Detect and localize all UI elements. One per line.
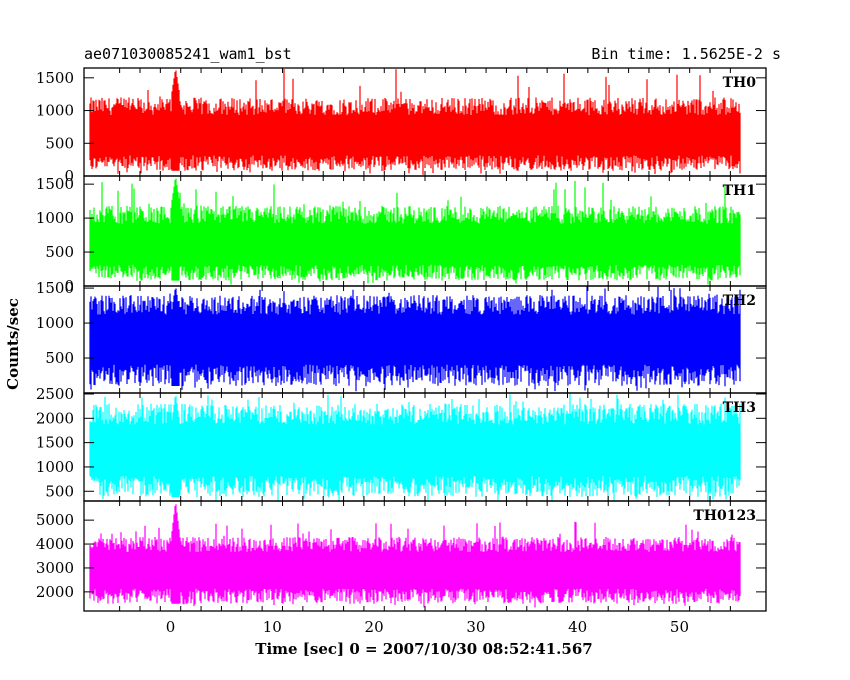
y-tick-label: 1000 (36, 102, 74, 120)
y-tick-label: 1000 (36, 209, 74, 227)
x-axis-label: Time [sec] 0 = 2007/10/30 08:52:41.567 (255, 640, 592, 658)
x-tick-label: 20 (365, 618, 384, 636)
series-th0123 (89, 504, 741, 608)
y-tick-label: 3000 (36, 559, 74, 577)
panel-label: TH1 (723, 183, 756, 199)
y-tick-label: 500 (45, 349, 74, 367)
y-tick-label: 500 (45, 134, 74, 152)
panel-th1: 0 500 1000 1500 TH1 (36, 175, 767, 295)
x-tick-label: 0 (166, 618, 176, 636)
series-th1 (89, 178, 741, 285)
y-tick-label: 500 (45, 482, 74, 500)
series-th2 (89, 286, 741, 392)
chart-title: ae071030085241_wam1_bst (84, 45, 292, 63)
y-axis-label: Counts/sec (4, 298, 22, 390)
panel-label: TH2 (723, 293, 756, 309)
panel-th0123: 2000 3000 4000 5000 TH0123 (36, 500, 767, 612)
panel-th2: 500 1000 1500 TH2 (36, 279, 767, 394)
y-tick-label: 4000 (36, 535, 74, 553)
panel-label: TH3 (723, 400, 756, 416)
panel-label: TH0 (723, 75, 757, 91)
x-tick-label: 40 (568, 618, 587, 636)
series-th3 (89, 393, 741, 501)
y-tick-label: 1000 (36, 314, 74, 332)
panel-label: TH0123 (693, 508, 756, 524)
y-tick-label: 500 (45, 243, 74, 261)
y-tick-label: 0 (64, 277, 74, 295)
y-tick-label: 5000 (36, 511, 74, 529)
y-tick-label: 2000 (36, 409, 74, 427)
x-tick-label: 30 (466, 618, 485, 636)
y-tick-label: 1500 (36, 175, 74, 193)
bin-time-label: Bin time: 1.5625E-2 s (591, 45, 781, 63)
y-tick-label: 0 (64, 167, 74, 185)
y-tick-label: 2000 (36, 583, 74, 601)
y-tick-label: 1500 (36, 279, 74, 297)
y-tick-label: 1500 (36, 69, 74, 87)
series-th0 (89, 69, 741, 175)
panel-th3: 500 1000 1500 2000 2500 TH3 (36, 385, 767, 502)
y-tick-label: 1000 (36, 458, 74, 476)
x-tick-label: 10 (263, 618, 282, 636)
panel-th0: 0 500 1000 1500 TH0 (36, 67, 767, 185)
y-tick-label: 1500 (36, 434, 74, 452)
y-tick-label: 2500 (36, 385, 74, 403)
x-tick-label: 50 (670, 618, 689, 636)
